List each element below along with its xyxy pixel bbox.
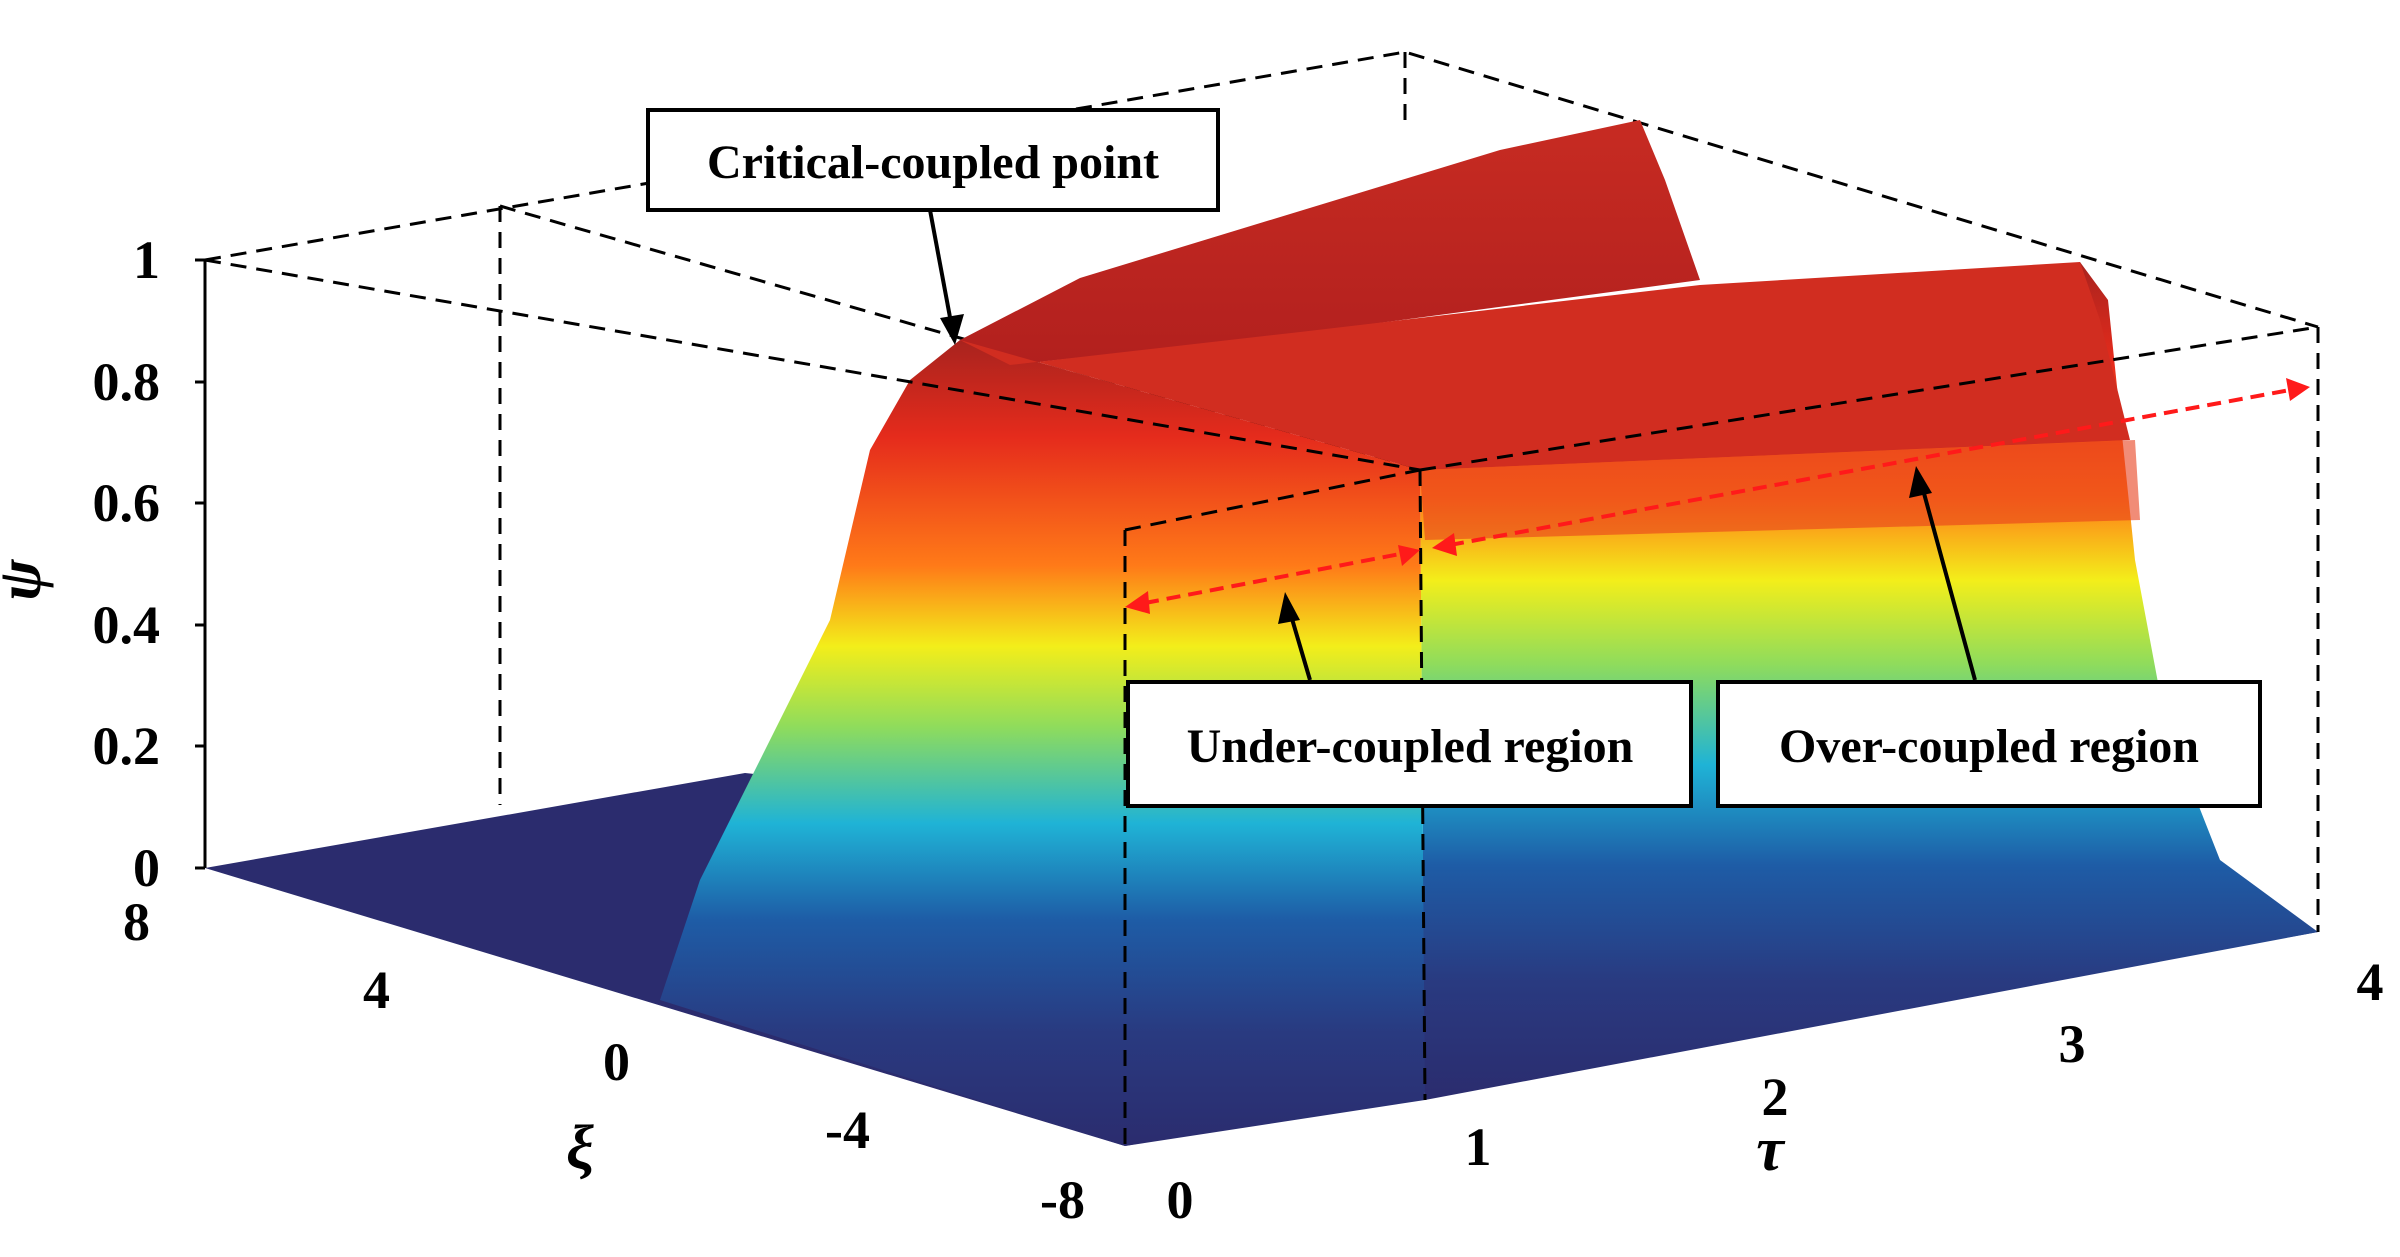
- y-tick-8: 8: [123, 892, 150, 952]
- region-arrows: [1125, 378, 2310, 614]
- z-tick-0: 0: [133, 838, 160, 898]
- tau-axis: 0 1 2 3 4 τ: [1167, 952, 2384, 1230]
- z-tick-1: 1: [133, 230, 160, 290]
- surface-top-front: [960, 262, 2130, 470]
- xi-axis: 8 4 0 -4 -8 ξ: [123, 892, 1085, 1230]
- x-tick-3: 3: [2059, 1014, 2086, 1074]
- x-tick-2: 2: [1762, 1067, 1789, 1127]
- over-label: Over-coupled region: [1779, 720, 2199, 773]
- y-tick--8: -8: [1040, 1170, 1085, 1230]
- annotation-under: Under-coupled region: [1126, 592, 1693, 808]
- surface-shade: [1420, 440, 2140, 540]
- y-tick-4: 4: [363, 960, 390, 1020]
- y-axis-label: ξ: [566, 1114, 594, 1182]
- z-tick-0.8: 0.8: [93, 352, 161, 412]
- z-axis-label: ψ: [0, 559, 54, 601]
- x-tick-1: 1: [1465, 1117, 1492, 1177]
- surface-top-back: [960, 120, 1700, 365]
- z-tick-0.6: 0.6: [93, 473, 161, 533]
- annotation-over: Over-coupled region: [1716, 466, 2262, 808]
- y-tick-0: 0: [603, 1032, 630, 1092]
- x-axis-label: τ: [1756, 1116, 1786, 1184]
- x-tick-4: 4: [2357, 952, 2384, 1012]
- y-tick--4: -4: [825, 1100, 870, 1160]
- z-axis: 1 0.8 0.6 0.4 0.2 0 ψ: [0, 230, 207, 898]
- surface-wall-left: [660, 340, 1425, 1146]
- x-tick-0: 0: [1167, 1170, 1194, 1230]
- under-label: Under-coupled region: [1187, 720, 1634, 773]
- z-tick-0.2: 0.2: [93, 716, 161, 776]
- z-tick-0.4: 0.4: [93, 595, 161, 655]
- annotation-critical: Critical-coupled point: [646, 108, 1220, 345]
- critical-label: Critical-coupled point: [707, 136, 1159, 189]
